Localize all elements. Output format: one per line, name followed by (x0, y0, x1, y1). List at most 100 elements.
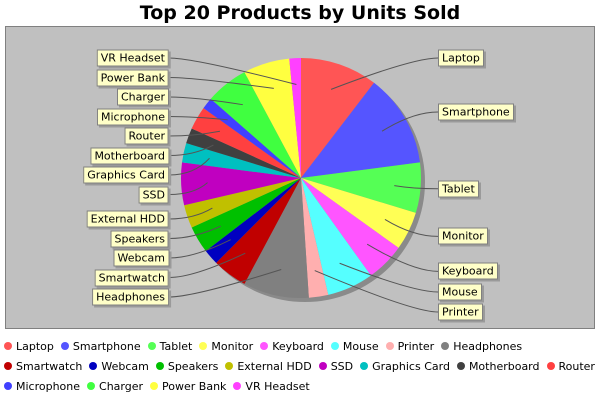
pie-slice-printer (301, 178, 329, 298)
label-leader-line (339, 262, 439, 293)
legend-item-vr-headset: VR Headset (233, 379, 310, 393)
legend-swatch (87, 382, 96, 390)
legend-swatch (330, 342, 339, 350)
slice-label-charger: Charger (117, 88, 169, 106)
label-leader-line (168, 207, 213, 220)
legend-label: Monitor (211, 339, 254, 353)
label-leader-line (168, 182, 208, 195)
pie-slice-graphics-card (182, 143, 301, 178)
legend-item-monitor: Monitor (199, 340, 253, 353)
legend-label: Printer (397, 339, 435, 353)
legend-item-keyboard: Keyboard (260, 340, 324, 353)
legend-swatch (4, 362, 12, 370)
legend-label: Power Bank (162, 379, 227, 393)
legend-item-charger: Charger (87, 380, 143, 393)
slice-label-graphics-card: Graphics Card (83, 166, 169, 184)
chart-title: Top 20 Products by Units Sold (139, 2, 461, 24)
legend-label: Laptop (16, 339, 54, 353)
legend-item-laptop: Laptop (4, 340, 54, 353)
pie-slice-ssd (181, 162, 301, 206)
pie-slice-speakers (191, 178, 301, 252)
label-leader-line (168, 144, 214, 156)
pie-slice-monitor (301, 178, 416, 248)
label-leader-line (394, 185, 439, 190)
legend-swatch (155, 362, 164, 370)
pie-slice-smartphone (301, 82, 420, 178)
slice-label-laptop: Laptop (438, 49, 484, 67)
legend-swatch (360, 362, 369, 370)
legend-swatch (60, 342, 69, 350)
slice-label-webcam: Webcam (113, 249, 169, 267)
legend-swatch (225, 362, 234, 370)
label-leader-line (168, 269, 282, 298)
slice-label-printer: Printer (438, 303, 483, 321)
label-leader-line (168, 57, 297, 85)
legend-label: Headphones (453, 339, 523, 353)
label-leader-line (168, 157, 210, 176)
legend-item-tablet: Tablet (147, 340, 192, 353)
label-leader-line (168, 239, 231, 259)
slice-label-microphone: Microphone (96, 108, 169, 125)
pie-slice-keyboard (301, 178, 399, 276)
pie-slice-headphones (244, 178, 309, 299)
legend-label: Smartphone (72, 339, 141, 353)
legend-label: Mouse (342, 339, 379, 353)
pie-slice-tablet (301, 162, 422, 213)
legend-item-ssd: SSD (318, 359, 354, 373)
legend-item-speakers: Speakers (155, 359, 219, 373)
pie-slice-external-hdd (184, 178, 301, 228)
pie-chart (168, 57, 439, 313)
legend-item-power-bank: Power Bank (150, 380, 226, 393)
legend-item-headphones: Headphones (441, 340, 522, 353)
legend-swatch (441, 342, 450, 350)
legend-label: VR Headset (245, 379, 310, 393)
label-leader-line (168, 130, 221, 137)
legend-row: Smartwatch Webcam Speakers External HDD SSD G… (4, 356, 596, 376)
legend-row: Laptop Smartphone Tablet Monitor Keyboard Mou… (4, 336, 596, 356)
legend-label: Router (558, 359, 595, 373)
legend-item-smartwatch: Smartwatch (4, 360, 82, 373)
label-leader-line (366, 243, 439, 272)
slice-label-motherboard: Motherboard (90, 147, 169, 164)
legend-item-smartphone: Smartphone (60, 339, 141, 353)
legend-swatch (233, 382, 242, 390)
slice-label-smartphone: Smartphone (438, 103, 514, 121)
legend-swatch (89, 362, 98, 370)
legend-swatch (147, 342, 156, 350)
label-leader-line (314, 270, 439, 313)
slice-label-speakers: Speakers (110, 230, 169, 247)
plot-area: VR Headset Power Bank Charger Microphone Rou… (5, 26, 595, 329)
legend-item-external-hdd: External HDD (225, 360, 312, 373)
pie-slice-microphone (203, 98, 301, 178)
legend-item-microphone: Microphone (4, 380, 80, 393)
slice-label-vr-headset: VR Headset (96, 49, 169, 67)
legend-swatch (4, 382, 12, 390)
label-leader-line (384, 218, 439, 237)
legend-label: Speakers (167, 359, 219, 373)
pie-slice-motherboard (186, 128, 301, 178)
legend-swatch (318, 362, 327, 370)
pie-slice-router (191, 108, 301, 178)
legend-item-motherboard: Motherboard (456, 360, 540, 373)
legend-swatch (199, 342, 208, 350)
legend-label: Smartwatch (16, 359, 83, 373)
label-leader-line (168, 252, 246, 278)
label-leader-line (168, 225, 221, 239)
slice-label-tablet: Tablet (438, 180, 479, 198)
pie-slice-webcam (205, 178, 301, 263)
legend-swatch (385, 342, 394, 350)
legend-item-graphics-card: Graphics Card (360, 360, 450, 373)
slice-label-router: Router (124, 127, 169, 145)
label-leader-line (330, 57, 439, 90)
label-leader-line (168, 77, 274, 89)
legend-item-mouse: Mouse (330, 339, 379, 353)
legend-label: SSD (330, 359, 354, 373)
legend-item-printer: Printer (385, 339, 435, 353)
label-leader-line (381, 111, 439, 132)
legend-label: Microphone (16, 379, 81, 393)
legend-row: Microphone Charger Power Bank VR Headset (4, 376, 596, 396)
legend-swatch (150, 382, 159, 390)
slice-label-monitor: Monitor (438, 227, 488, 245)
label-leader-line (168, 116, 228, 121)
legend-swatch (4, 342, 12, 350)
